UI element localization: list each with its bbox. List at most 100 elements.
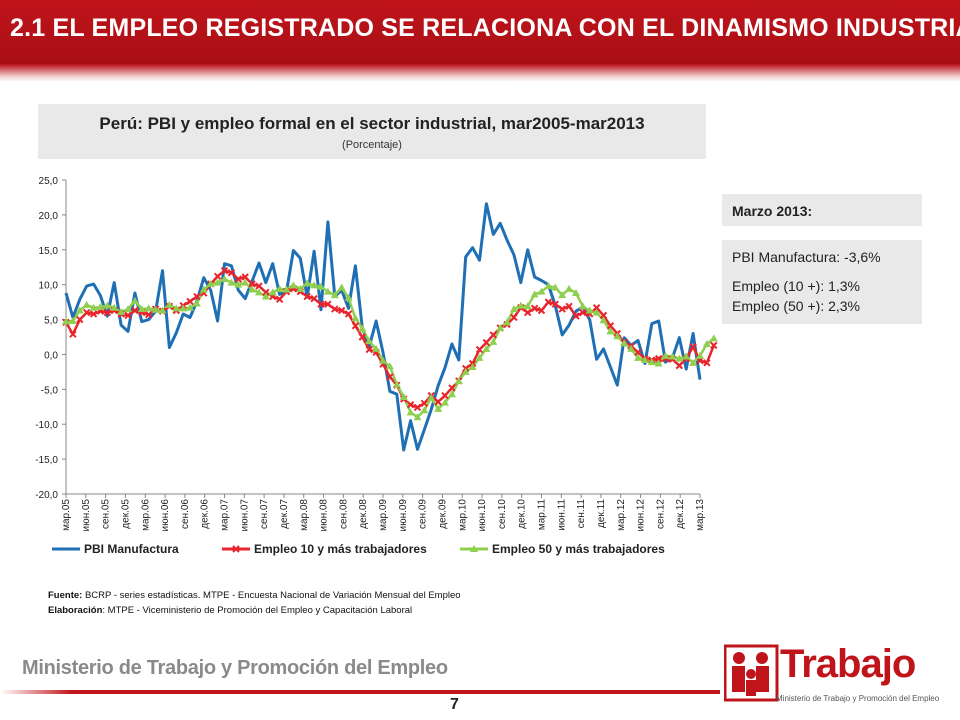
empleo50-marker bbox=[420, 406, 429, 414]
y-tick-label: -15,0 bbox=[35, 455, 58, 466]
x-tick-label: мар.12 bbox=[616, 499, 627, 531]
empleo10-marker bbox=[227, 269, 236, 277]
empleo50-marker bbox=[551, 283, 560, 291]
empleo10-marker bbox=[331, 305, 339, 313]
date-panel: Marzo 2013: bbox=[722, 194, 922, 226]
y-tick-label: 20,0 bbox=[39, 211, 59, 222]
empleo10-marker bbox=[537, 306, 546, 315]
empleo10-marker bbox=[544, 298, 553, 306]
empleo50-marker bbox=[110, 303, 119, 311]
empleo50-marker bbox=[289, 281, 298, 289]
y-tick-label: 15,0 bbox=[39, 246, 59, 257]
empleo50-marker bbox=[516, 301, 525, 309]
x-tick-label: июн.10 bbox=[477, 499, 488, 532]
empleo10-marker bbox=[406, 400, 415, 409]
empleo10-marker bbox=[606, 322, 615, 330]
line-chart: 25,0 20,0 15,0 10,0 5,0 0,0 -5,0 -10,0 -15,0 -20,… bbox=[35, 176, 718, 556]
empleo10-marker bbox=[262, 288, 270, 297]
empleo10-marker bbox=[482, 338, 491, 347]
empleo50-marker bbox=[358, 324, 367, 332]
empleo50-marker bbox=[482, 344, 491, 352]
empleo10-marker bbox=[131, 306, 139, 315]
empleo50-marker bbox=[254, 288, 263, 296]
people-logo-icon bbox=[724, 644, 779, 702]
empleo50-marker bbox=[165, 300, 174, 308]
empleo10-marker bbox=[351, 322, 360, 330]
date-label: Marzo 2013: bbox=[732, 203, 813, 219]
x-tick-label: июн.09 bbox=[398, 499, 409, 532]
x-tick-label: дек.12 bbox=[675, 499, 686, 529]
empleo50-marker bbox=[503, 318, 512, 326]
empleo10-marker bbox=[675, 361, 684, 370]
empleo10-marker bbox=[317, 300, 325, 308]
title-bar bbox=[0, 0, 960, 64]
empleo50-marker bbox=[585, 306, 594, 314]
empleo50-marker bbox=[509, 305, 518, 313]
empleo50-marker bbox=[661, 351, 670, 359]
logo-word: Trabajo bbox=[780, 642, 916, 686]
empleo10-marker bbox=[103, 308, 112, 317]
empleo10-marker bbox=[558, 305, 566, 313]
empleo50-marker bbox=[303, 279, 312, 287]
empleo50-marker bbox=[117, 307, 126, 315]
empleo10-marker bbox=[213, 272, 222, 281]
x-tick-label: сен.06 bbox=[180, 499, 191, 529]
empleo50-marker bbox=[248, 285, 257, 293]
empleo50-marker bbox=[199, 285, 208, 293]
empleo50-marker bbox=[365, 337, 374, 345]
empleo10-marker bbox=[89, 310, 98, 318]
empleo50-marker bbox=[75, 306, 84, 314]
pbi-series-line bbox=[64, 202, 702, 452]
empleo10-marker bbox=[358, 333, 367, 341]
empleo50-marker bbox=[441, 398, 450, 406]
empleo10-marker bbox=[124, 311, 132, 320]
x-tick-label: июн.11 bbox=[556, 499, 567, 531]
x-tick-label: мар.13 bbox=[695, 499, 706, 531]
empleo50-marker bbox=[496, 323, 505, 331]
y-tick-label: 0,0 bbox=[44, 350, 58, 361]
empleo10-marker bbox=[344, 310, 353, 318]
empleo50-marker bbox=[475, 353, 484, 361]
empleo10-marker bbox=[76, 315, 84, 324]
empleo50-marker bbox=[213, 278, 222, 286]
y-tick-label: 25,0 bbox=[39, 176, 59, 187]
empleo10-marker bbox=[365, 345, 373, 354]
empleo50-marker bbox=[179, 304, 188, 312]
y-tick-label: 10,0 bbox=[39, 281, 59, 292]
empleo10-value-text: Empleo (10 +): 1,3% bbox=[732, 278, 861, 294]
empleo50-marker bbox=[558, 291, 567, 299]
empleo10-marker bbox=[144, 310, 153, 319]
x-tick-label: мар.08 bbox=[299, 499, 310, 531]
x-tick-label: мар.07 bbox=[220, 499, 231, 531]
empleo50-marker bbox=[544, 282, 553, 290]
empleo50-marker bbox=[523, 302, 532, 310]
empleo50-marker bbox=[316, 282, 325, 290]
elaboracion-text: : MTPE - Viceministerio de Promoción del… bbox=[102, 605, 413, 616]
empleo50-marker bbox=[427, 393, 436, 401]
empleo50-marker bbox=[468, 363, 477, 371]
empleo50-marker bbox=[571, 289, 580, 297]
empleo10-marker bbox=[572, 312, 580, 320]
y-tick-label: -20,0 bbox=[35, 490, 58, 501]
empleo10-marker bbox=[634, 348, 642, 357]
empleo50-marker bbox=[530, 290, 539, 298]
empleo10-marker bbox=[386, 373, 394, 381]
legend-marker-empleo10 bbox=[232, 545, 240, 553]
x-tick-label: сен.08 bbox=[338, 499, 349, 529]
empleo50-marker bbox=[654, 359, 663, 367]
empleo10-marker bbox=[193, 292, 201, 301]
x-tick-label: мар.09 bbox=[378, 499, 389, 531]
empleo50-marker bbox=[578, 302, 587, 310]
x-tick-label: дек.07 bbox=[279, 499, 290, 529]
empleo50-marker bbox=[647, 358, 656, 366]
empleo50-marker bbox=[675, 354, 684, 362]
title-gradient-band bbox=[0, 64, 960, 82]
empleo10-marker bbox=[434, 398, 442, 406]
empleo50-marker bbox=[68, 316, 77, 324]
empleo10-marker bbox=[241, 273, 249, 281]
empleo10-marker bbox=[255, 282, 263, 290]
empleo50-marker bbox=[537, 287, 546, 295]
y-tick-label: -10,0 bbox=[35, 420, 58, 431]
x-tick-label: мар.05 bbox=[61, 499, 72, 531]
empleo50-marker bbox=[689, 358, 698, 366]
